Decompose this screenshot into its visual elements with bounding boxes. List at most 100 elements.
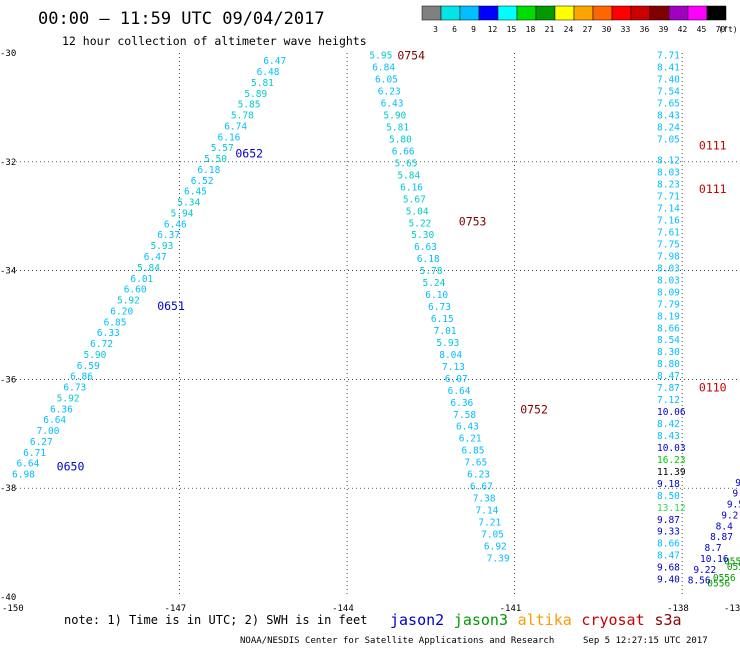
x-tick-label: -150 [2, 604, 24, 614]
x-tick-label: -13 [724, 604, 740, 614]
legend-label: 45 [697, 25, 707, 34]
swh-value: 7.71 [657, 51, 680, 62]
swh-value: 5.22 [409, 218, 432, 229]
swh-value: 9.22 [693, 565, 716, 576]
swh-value: 6.47 [144, 252, 167, 263]
legend-label: 27 [583, 25, 593, 34]
legend-label: 6 [452, 25, 457, 34]
swh-value: 7.05 [481, 529, 504, 540]
swh-value: 5.93 [436, 338, 459, 349]
swh-value: 6.59 [77, 361, 100, 372]
satellite-name: jason2 [390, 611, 444, 629]
swh-value: 9.59 [727, 500, 740, 511]
swh-value: 8.80 [657, 359, 680, 370]
swh-value: 6.37 [157, 230, 180, 241]
satellite-name: altika [518, 611, 572, 629]
swh-value: 10.16 [700, 554, 729, 565]
swh-value: 5.95 [369, 51, 392, 62]
legend-swatch [611, 5, 632, 21]
x-tick-label: -147 [165, 604, 187, 614]
legend-label: 24 [564, 25, 574, 34]
swh-value: 7.40 [657, 75, 680, 86]
swh-value: 6.10 [425, 290, 448, 301]
swh-value: 6.52 [191, 176, 214, 187]
swh-value: 7.01 [434, 326, 457, 337]
legend-label: 33 [621, 25, 631, 34]
swh-value: 6.67 [470, 482, 493, 493]
swh-value: 10.06 [657, 407, 686, 418]
swh-value: 6.18 [417, 254, 440, 265]
swh-value: 8.12 [657, 156, 680, 167]
swh-value: 5.94 [171, 208, 194, 219]
legend-label: 36 [640, 25, 650, 34]
pass-time-label: 0753 [459, 215, 487, 229]
swh-value: 5.78 [420, 266, 443, 277]
legend-label: 15 [507, 25, 517, 34]
swh-value: 8.24 [657, 123, 680, 134]
legend-label: 9 [471, 25, 476, 34]
swh-value: 7.14 [476, 506, 499, 517]
swh-value: 7.21 [478, 517, 501, 528]
swh-value: 8.43 [657, 431, 680, 442]
swh-value: 6.43 [381, 99, 404, 110]
pass-time-label: 0650 [57, 459, 85, 473]
swh-value: 6.43 [456, 422, 479, 433]
legend-swatch [554, 5, 575, 21]
swh-value: 6.64 [448, 386, 471, 397]
y-tick-label: -38 [0, 484, 16, 494]
swh-value: 9.87 [657, 515, 680, 526]
swh-value: 5.93 [150, 241, 173, 252]
x-tick-label: -141 [500, 604, 522, 614]
swh-value: 6.48 [257, 67, 280, 78]
swh-value: 5.92 [117, 296, 140, 307]
legend-swatch [497, 5, 518, 21]
swh-value: 5.04 [406, 206, 429, 217]
swh-value: 7.58 [453, 410, 476, 421]
y-tick-label: -40 [0, 593, 16, 603]
swh-value: 6.45 [184, 187, 207, 198]
swh-value: 13.12 [657, 503, 686, 514]
swh-value: 5.84 [397, 170, 420, 181]
swh-value: 8.30 [657, 347, 680, 358]
swh-value: 6.16 [400, 182, 423, 193]
swh-value: 6.85 [104, 317, 127, 328]
swh-value: 8.03 [657, 263, 680, 274]
swh-value: 7.71 [657, 192, 680, 203]
legend-swatch [668, 5, 689, 21]
swh-value: 8.09 [657, 287, 680, 298]
swh-value: 7.12 [657, 395, 680, 406]
legend-swatch [516, 5, 537, 21]
swh-value: 6.64 [43, 415, 66, 426]
swh-value: 9.33 [657, 527, 680, 538]
pass-time-label: 0652 [235, 147, 263, 161]
swh-value: 6.74 [224, 121, 247, 132]
swh-value: 6.23 [378, 87, 401, 98]
pass-time-label: 0111 [699, 138, 727, 152]
swh-value: 6.20 [110, 306, 133, 317]
swh-value: 8.03 [657, 168, 680, 179]
swh-value: 8.4 [716, 521, 733, 532]
swh-value: 5.57 [211, 143, 234, 154]
swh-value: 8.66 [657, 539, 680, 550]
swh-value: 6.05 [375, 75, 398, 86]
swh-value: 6.71 [23, 448, 46, 459]
swh-value: 7.75 [657, 239, 680, 250]
grid-lines [12, 53, 738, 597]
swh-value: 9.68 [657, 563, 680, 574]
pass-time-label: 0754 [397, 49, 425, 63]
swh-value: 9.1 [735, 478, 740, 489]
swh-value: 8.7 [704, 543, 721, 554]
swh-value: 7.14 [657, 204, 680, 215]
swh-value: 6.23 [467, 470, 490, 481]
swh-value: 8.19 [657, 311, 680, 322]
swh-value: 5.34 [177, 198, 200, 209]
swh-value: 6.72 [90, 339, 113, 350]
y-tick-label: -30 [0, 49, 16, 59]
axis-ticks: -150 -147 -144 -141 -138 -13 -30 -32 -34 -36 -38 -4… [0, 49, 740, 614]
swh-value: 6.16 [218, 132, 241, 143]
swh-value: 9.18 [657, 479, 680, 490]
swh-value: 9.40 [657, 575, 680, 586]
swh-value: 8.41 [657, 63, 680, 74]
